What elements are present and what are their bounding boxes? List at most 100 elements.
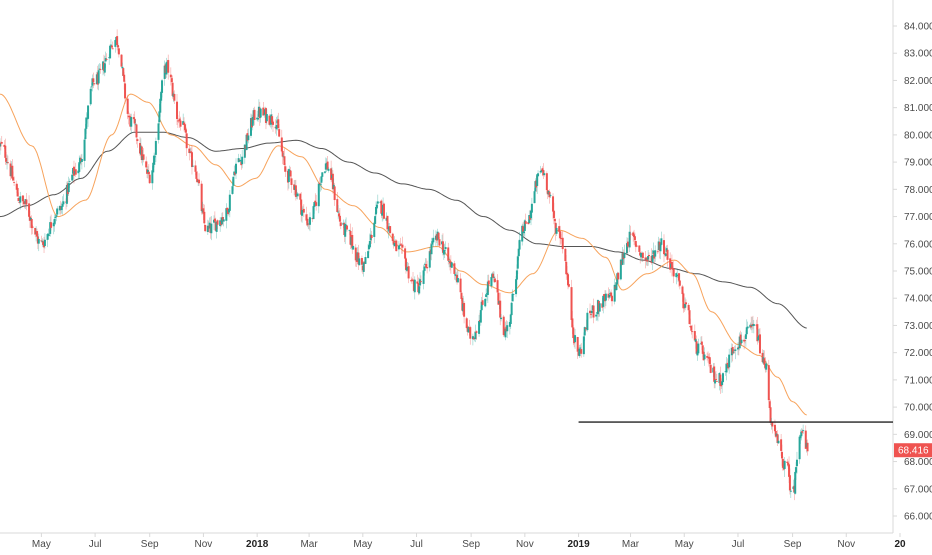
candle — [0, 138, 1, 155]
candle — [565, 254, 568, 280]
candle — [271, 113, 274, 128]
candle — [320, 176, 323, 191]
candle — [265, 109, 268, 125]
candle — [319, 182, 322, 192]
candle — [165, 57, 168, 78]
candle — [734, 345, 737, 360]
candle — [469, 325, 472, 345]
candle — [580, 343, 583, 358]
candle — [375, 203, 378, 213]
x-tick-label: May — [675, 539, 694, 550]
candle — [12, 171, 15, 182]
x-tick-label: May — [353, 539, 372, 550]
candle — [92, 72, 95, 89]
candle — [331, 170, 334, 194]
candle — [313, 201, 316, 214]
candle — [453, 260, 456, 280]
candle — [145, 156, 148, 170]
candle — [370, 230, 373, 244]
candle — [697, 338, 700, 355]
candle — [19, 191, 22, 210]
candle — [548, 189, 551, 204]
y-tick-label: 78.000 — [904, 185, 932, 196]
y-tick-label: 74.000 — [904, 294, 932, 305]
candle — [407, 262, 410, 284]
moving-averages — [0, 93, 807, 416]
candle — [200, 180, 203, 215]
candle — [598, 300, 601, 317]
candle — [635, 244, 638, 248]
candle — [381, 212, 384, 222]
candle — [590, 310, 593, 319]
candle — [669, 252, 672, 273]
candle — [467, 326, 470, 333]
x-tick-label: Jul — [732, 539, 745, 550]
candle — [559, 225, 562, 246]
candle — [80, 153, 83, 170]
candle — [179, 116, 182, 131]
candle — [323, 170, 326, 174]
candle — [539, 165, 542, 174]
candle — [364, 251, 367, 264]
candle — [592, 298, 595, 324]
candle — [326, 155, 329, 171]
candle — [241, 149, 244, 169]
candle — [522, 222, 525, 238]
candle — [191, 159, 194, 167]
candle — [185, 127, 188, 156]
candle — [567, 280, 570, 288]
candle — [493, 276, 496, 284]
candles — [0, 29, 809, 501]
y-tick-label: 70.000 — [904, 403, 932, 414]
candle — [589, 303, 592, 319]
x-tick-label: 2018 — [246, 539, 269, 550]
candle — [654, 245, 657, 262]
candle — [502, 315, 505, 337]
candle — [117, 45, 120, 58]
candle — [0, 135, 3, 147]
candle — [709, 359, 712, 374]
candle — [744, 339, 747, 344]
candle — [397, 241, 400, 257]
candle — [487, 274, 490, 293]
candle — [688, 307, 691, 325]
candle — [647, 249, 650, 266]
candle — [330, 160, 333, 183]
candle — [602, 294, 605, 314]
candle — [281, 145, 284, 165]
candle — [471, 333, 474, 346]
candle — [401, 236, 404, 254]
candle — [126, 94, 129, 120]
candle — [595, 311, 598, 321]
y-tick-label: 84.000 — [904, 22, 932, 33]
candle — [17, 192, 20, 202]
candle — [444, 241, 447, 255]
candle — [442, 244, 445, 260]
candle — [386, 215, 389, 234]
candle — [262, 102, 265, 116]
candle — [336, 191, 339, 213]
candle — [89, 86, 92, 106]
candle — [210, 216, 213, 241]
y-tick-label: 83.000 — [904, 49, 932, 60]
moving-average-slow — [0, 131, 807, 329]
candle — [21, 195, 24, 206]
candle — [147, 164, 150, 176]
candle — [447, 242, 450, 265]
candle — [438, 236, 441, 248]
candle — [425, 258, 428, 268]
candle — [173, 90, 176, 105]
candle — [133, 111, 136, 132]
candle — [771, 421, 774, 434]
candle — [685, 299, 688, 308]
candle — [203, 204, 206, 227]
candle — [641, 252, 644, 262]
candle — [382, 202, 385, 219]
candle — [499, 292, 502, 326]
candle — [124, 80, 127, 104]
candle — [35, 228, 38, 237]
candle — [25, 192, 28, 211]
candle — [232, 176, 235, 191]
